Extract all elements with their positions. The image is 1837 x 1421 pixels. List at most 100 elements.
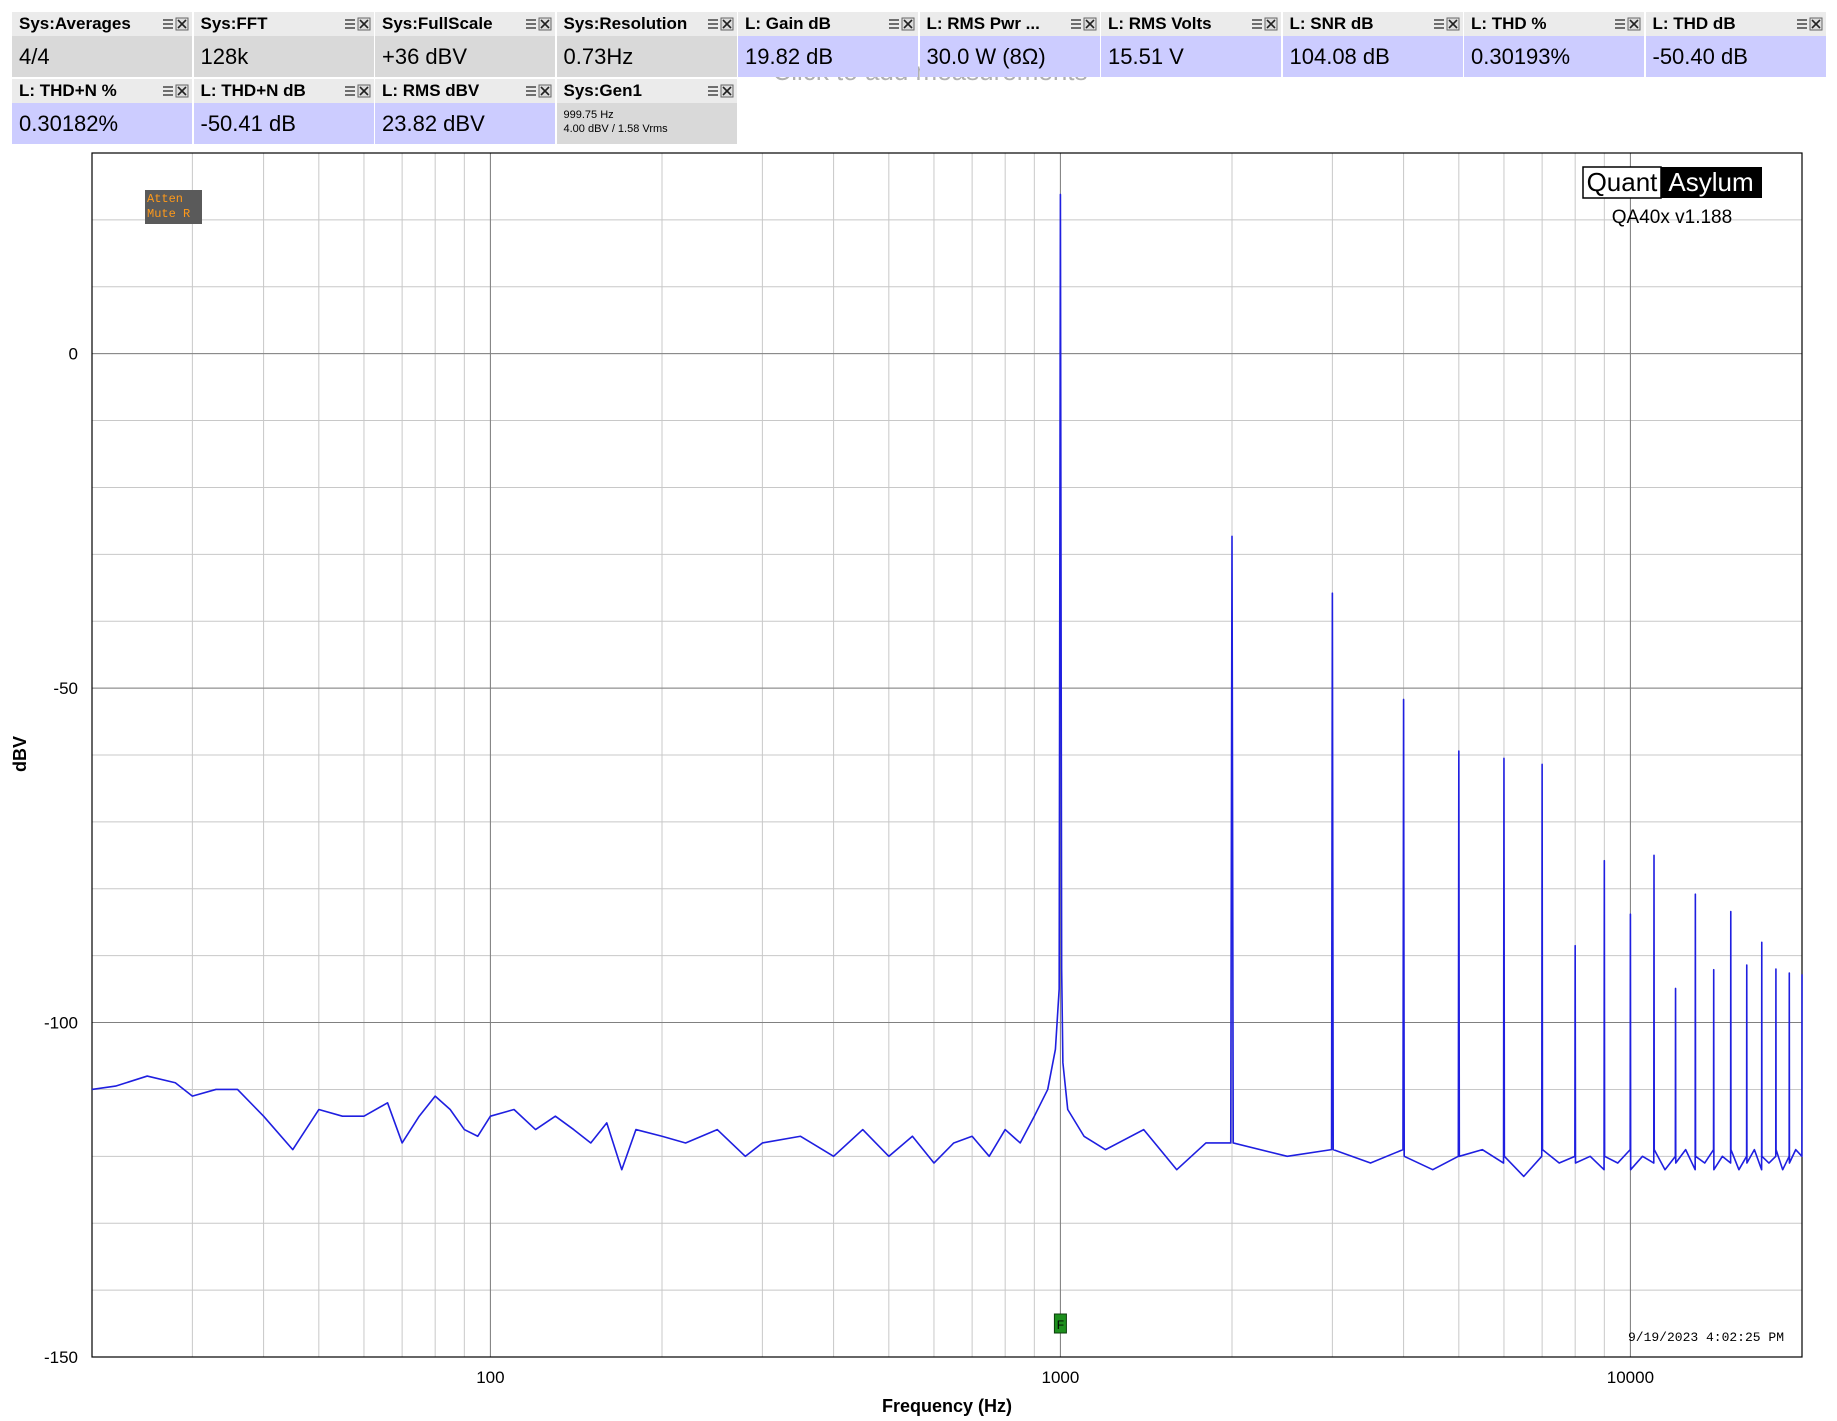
tile-value: 30.0 W (8Ω) <box>926 44 1046 69</box>
close-x <box>358 86 369 96</box>
logo-right-box <box>1661 167 1762 198</box>
tile-menu-close[interactable] <box>525 17 553 31</box>
measurement-tile[interactable]: Sys:Gen1 999.75 Hz 4.00 dBV / 1.58 Vrms <box>556 79 737 144</box>
tile-header: Sys:Resolution <box>556 12 737 36</box>
atten-badge-text: Atten <box>147 192 183 206</box>
tile-menu-close[interactable] <box>1251 17 1279 31</box>
measurement-tile[interactable]: L: THD dB -50.40 dB <box>1645 12 1826 77</box>
x-tick-label: 1000 <box>1041 1368 1079 1387</box>
close-x <box>1810 19 1821 29</box>
tile-menu-close[interactable] <box>888 17 916 31</box>
measurement-tile[interactable]: Sys:Resolution 0.73Hz <box>556 12 737 77</box>
tile-header: L: RMS Volts <box>1101 12 1281 36</box>
tile-value-area: 4/4 <box>12 36 192 77</box>
tile-label: L: THD+N % <box>19 81 117 100</box>
close-x <box>540 86 550 96</box>
tile-menu-close[interactable] <box>162 17 190 31</box>
atten-badge <box>145 190 202 224</box>
tile-label: L: Gain dB <box>745 14 831 33</box>
tile-label: Sys:Resolution <box>563 14 688 33</box>
tile-value: 128k <box>200 44 249 69</box>
measurement-tile[interactable]: L: RMS dBV 23.82 dBV <box>375 79 555 144</box>
logo-right: Asylum <box>1668 167 1753 197</box>
tile-detail: 4.00 dBV / 1.58 Vrms <box>563 123 668 135</box>
tile-value: 19.82 dB <box>745 44 834 69</box>
measurement-tile[interactable]: Sys:Averages 4/4 <box>12 12 192 77</box>
tile-value: 15.51 V <box>1108 44 1184 69</box>
close-x <box>1084 19 1095 29</box>
tile-label: Sys:FullScale <box>382 14 493 33</box>
tile-header: L: Gain dB <box>738 12 918 36</box>
tile-label: L: RMS Pwr ... <box>926 14 1040 33</box>
measurement-tiles: Sys:Averages 4/4 Sys:FFT 128k Sys:FullScale +… <box>0 0 1837 150</box>
tile-header: Sys:Averages <box>12 12 192 36</box>
y-tick-label: -100 <box>44 1014 78 1033</box>
tile-menu-close[interactable] <box>1070 17 1098 31</box>
frequency-marker-label: F <box>1057 1318 1064 1332</box>
logo-left: Quant <box>1587 167 1659 197</box>
plot-frame <box>91 152 1803 1358</box>
tile-menu-close[interactable] <box>1614 17 1642 31</box>
tile-value-area: 128k <box>193 36 374 77</box>
tile-menu-close[interactable] <box>344 84 372 98</box>
tile-value: 0.30182% <box>19 111 119 136</box>
tile-value: 0.73Hz <box>563 44 634 69</box>
measurement-tile[interactable]: L: RMS Pwr ... 30.0 W (8Ω) <box>919 12 1100 77</box>
tile-menu-close[interactable] <box>707 84 735 98</box>
tile-value-area: 30.0 W (8Ω) <box>919 36 1100 77</box>
tile-label: Sys:Averages <box>19 14 131 33</box>
tile-value-area: 0.73Hz <box>556 36 737 77</box>
tile-header: L: THD dB <box>1645 12 1826 36</box>
tile-value-area: 999.75 Hz 4.00 dBV / 1.58 Vrms <box>556 103 737 144</box>
measurement-tile[interactable]: Sys:FFT 128k <box>193 12 374 77</box>
close-x <box>1629 19 1639 29</box>
tile-label: L: THD % <box>1471 14 1547 33</box>
tile-header: L: THD+N dB <box>193 79 374 103</box>
tile-menu-close[interactable] <box>525 84 553 98</box>
tile-value: -50.41 dB <box>200 111 296 136</box>
tile-menu-close[interactable] <box>162 84 190 98</box>
tile-label: L: THD dB <box>1652 14 1736 33</box>
tile-header: Sys:Gen1 <box>556 79 737 103</box>
tile-value: 23.82 dBV <box>382 111 485 136</box>
tile-label: L: RMS dBV <box>382 81 480 100</box>
measurement-tile[interactable]: L: THD+N dB -50.41 dB <box>193 79 374 144</box>
y-tick-label: -150 <box>44 1348 78 1367</box>
tile-value-area: 0.30182% <box>12 103 192 144</box>
frequency-marker[interactable] <box>1053 1313 1067 1334</box>
tile-header: Sys:FFT <box>193 12 374 36</box>
measurement-tile[interactable]: L: Gain dB 19.82 dB <box>738 12 918 77</box>
measurement-tile[interactable]: Sys:FullScale +36 dBV <box>375 12 555 77</box>
close-x <box>903 19 913 29</box>
measurement-tile[interactable]: L: THD+N % 0.30182% <box>12 79 192 144</box>
close-x <box>1266 19 1276 29</box>
measurement-tile[interactable]: L: SNR dB 104.08 dB <box>1282 12 1463 77</box>
tile-header: L: RMS dBV <box>375 79 555 103</box>
tile-value-area: 0.30193% <box>1464 36 1644 77</box>
tile-label: L: SNR dB <box>1289 14 1374 33</box>
measurement-tile[interactable]: L: RMS Volts 15.51 V <box>1101 12 1281 77</box>
measurement-tile[interactable]: L: THD % 0.30193% <box>1464 12 1644 77</box>
close-x <box>721 19 732 29</box>
spectrum-line <box>91 193 1803 1178</box>
tile-value-area: 104.08 dB <box>1282 36 1463 77</box>
close-x <box>358 19 369 29</box>
tile-menu-close[interactable] <box>1796 17 1824 31</box>
tile-header: L: THD+N % <box>12 79 192 103</box>
tile-value-area: 15.51 V <box>1101 36 1281 77</box>
x-tick-label: 10000 <box>1607 1368 1654 1387</box>
tile-menu-close[interactable] <box>707 17 735 31</box>
tile-menu-close[interactable] <box>1433 17 1461 31</box>
tile-label: L: THD+N dB <box>200 81 306 100</box>
close-x <box>177 86 187 96</box>
tile-header: Sys:FullScale <box>375 12 555 36</box>
tile-value-area: 19.82 dB <box>738 36 918 77</box>
tile-value-area: -50.41 dB <box>193 103 374 144</box>
tile-detail: 999.75 Hz <box>563 109 614 121</box>
atten-badge-text: Mute R <box>147 207 190 221</box>
x-tick-label: 100 <box>476 1368 504 1387</box>
tile-menu-close[interactable] <box>344 17 372 31</box>
logo-version: QA40x v1.188 <box>1612 207 1732 228</box>
x-axis-title: Frequency (Hz) <box>882 1396 1012 1416</box>
